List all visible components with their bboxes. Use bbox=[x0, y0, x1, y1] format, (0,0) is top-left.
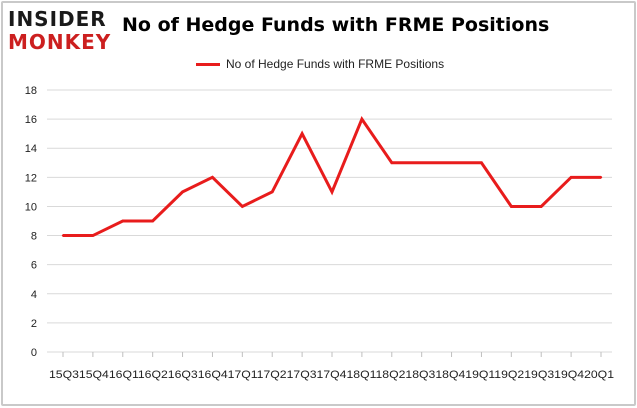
y-tick-label: 16 bbox=[25, 114, 37, 126]
y-tick-label: 4 bbox=[31, 289, 37, 301]
data-point bbox=[300, 132, 304, 135]
data-point bbox=[241, 205, 244, 208]
data-point bbox=[450, 161, 453, 164]
data-point bbox=[420, 161, 423, 164]
data-point bbox=[599, 176, 603, 179]
logo-word-monkey: MONKEY bbox=[8, 30, 112, 54]
data-point bbox=[540, 205, 543, 208]
data-point bbox=[360, 117, 364, 121]
y-tick-label: 18 bbox=[25, 85, 37, 97]
data-point bbox=[510, 205, 513, 208]
chart-title: No of Hedge Funds with FRME Positions bbox=[122, 14, 550, 36]
data-point bbox=[211, 176, 214, 179]
data-point bbox=[91, 234, 95, 237]
data-point bbox=[61, 234, 65, 237]
data-point bbox=[480, 161, 483, 164]
data-point bbox=[181, 190, 184, 194]
x-tick-labels: 15Q315Q416Q116Q216Q316Q417Q117Q217Q317Q4… bbox=[49, 369, 614, 381]
legend-label: No of Hedge Funds with FRME Positions bbox=[226, 57, 445, 71]
y-tick-label: 8 bbox=[31, 231, 37, 243]
y-tick-label: 0 bbox=[31, 347, 37, 359]
logo-word-insider: INSIDER bbox=[8, 7, 107, 31]
data-point bbox=[271, 190, 274, 194]
data-point bbox=[330, 190, 334, 194]
y-tick-label: 10 bbox=[25, 201, 37, 213]
y-tick-label: 14 bbox=[25, 143, 37, 155]
y-tick-label: 12 bbox=[25, 172, 37, 184]
insider-monkey-logo: INSIDER MONKEY bbox=[8, 6, 118, 56]
data-point bbox=[390, 161, 393, 164]
y-tick-label: 6 bbox=[31, 260, 37, 272]
y-tick-label: 2 bbox=[31, 318, 37, 330]
chart-legend: No of Hedge Funds with FRME Positions bbox=[196, 56, 444, 72]
data-point bbox=[121, 219, 124, 223]
data-point bbox=[569, 176, 573, 179]
data-point bbox=[151, 219, 154, 223]
legend-swatch bbox=[196, 62, 220, 66]
